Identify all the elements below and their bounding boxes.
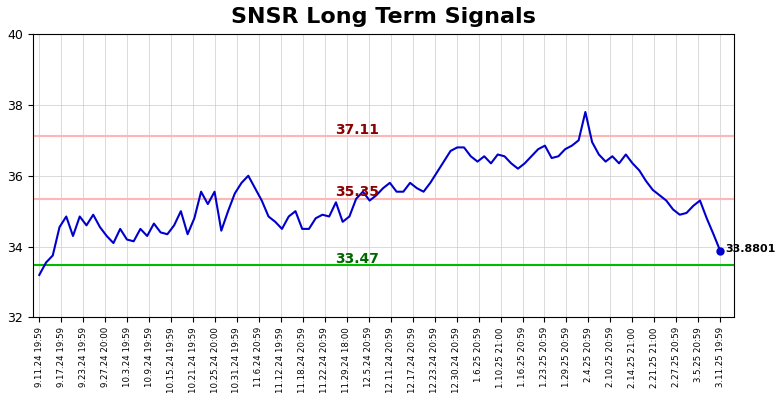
Text: 37.11: 37.11 — [335, 123, 379, 137]
Title: SNSR Long Term Signals: SNSR Long Term Signals — [230, 7, 535, 27]
Text: 35.35: 35.35 — [335, 185, 379, 199]
Text: 33.8801: 33.8801 — [726, 244, 776, 254]
Text: 33.47: 33.47 — [335, 252, 379, 266]
